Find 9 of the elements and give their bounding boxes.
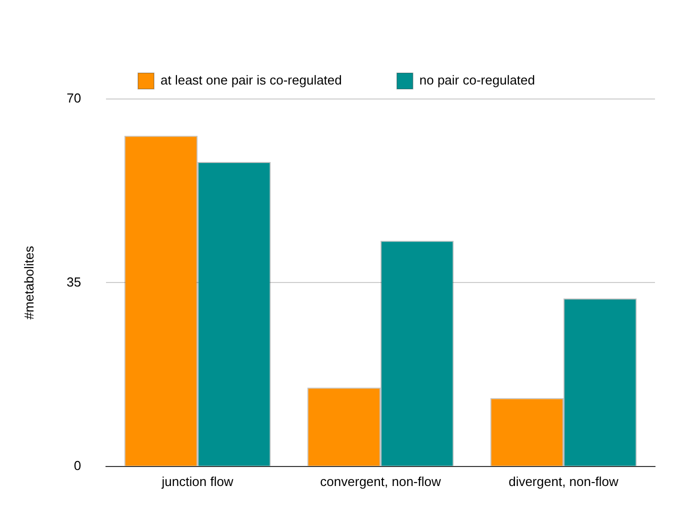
x-tick-label: divergent, non-flow <box>508 474 620 489</box>
y-axis-title: #metabolites <box>21 245 36 320</box>
x-tick-label: convergent, non-flow <box>320 474 442 489</box>
y-tick-label: 0 <box>74 458 82 473</box>
x-tick-label: junction flow <box>160 474 234 489</box>
legend-label: no pair co-regulated <box>419 72 536 88</box>
legend-label: at least one pair is co-regulated <box>160 72 342 88</box>
y-tick-label: 35 <box>66 274 82 290</box>
y-tick-label: 70 <box>66 90 82 106</box>
